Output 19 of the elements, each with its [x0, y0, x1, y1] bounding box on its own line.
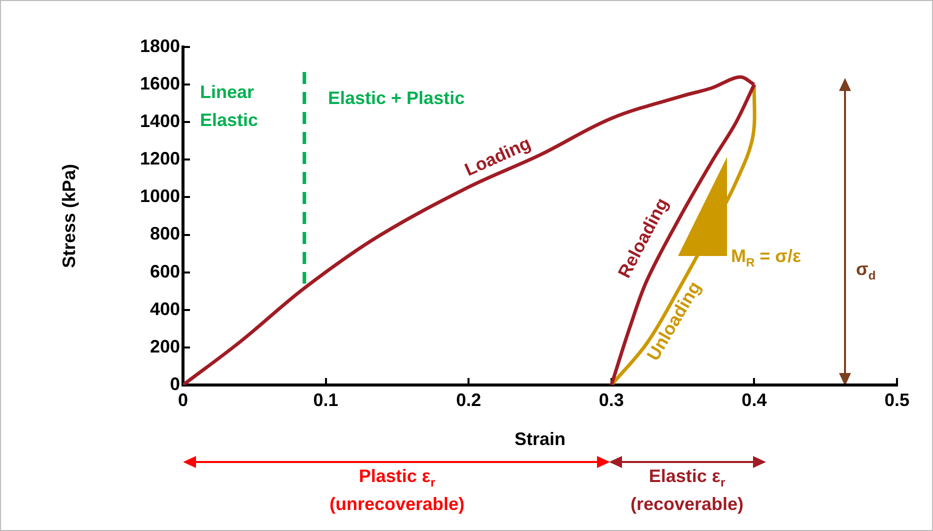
y-tick-label: 400	[150, 298, 180, 319]
annotation: Elastic + Plastic	[328, 88, 465, 108]
y-tick-label: 1800	[140, 36, 180, 56]
y-axis-title: Stress (kPa)	[58, 164, 79, 268]
y-tick-label: 1600	[140, 74, 180, 94]
x-tick-label: 0.1	[313, 390, 338, 410]
y-tick-label: 200	[150, 336, 180, 356]
x-axis-title: Strain	[514, 429, 566, 450]
y-tick-label: 1200	[140, 148, 180, 169]
y-tick-label: 1000	[140, 186, 180, 206]
x-tick-label: 0.4	[742, 390, 767, 410]
y-tick-label: 800	[150, 224, 180, 244]
x-tick-label: 0.5	[884, 390, 910, 410]
x-tick-label: 0.2	[456, 390, 482, 410]
y-tick-label: 0	[170, 374, 180, 394]
y-tick-label: 600	[150, 261, 180, 282]
x-tick-label: 0.3	[598, 390, 624, 410]
y-tick-label: 1400	[140, 111, 180, 132]
annotation: Linear Elastic	[200, 82, 258, 130]
